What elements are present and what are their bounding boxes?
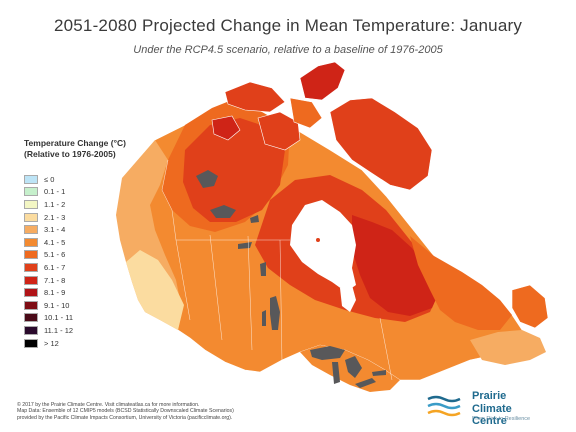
legend-item: 9.1 - 10 [24,299,126,312]
legend-item: 5.1 - 6 [24,249,126,262]
lake-huron [345,356,362,378]
lake-superior [310,346,345,360]
lake-winnipegosis [262,310,266,326]
legend-label: 6.1 - 7 [44,262,66,272]
legend-label: 2.1 - 3 [44,212,66,222]
legend-swatch [24,225,38,235]
central-warm-region [183,118,285,222]
legend-swatch [24,174,38,184]
legend-item: ≤ 0 [24,173,126,186]
legend-label: 0.1 - 1 [44,187,66,197]
map-subtitle: Under the RCP4.5 scenario, relative to a… [133,44,443,56]
legend-label: ≤ 0 [44,174,55,184]
legend-item: 4.1 - 5 [24,236,126,249]
logo-name: Prairie Climate Centre [472,390,512,427]
legend-swatch [24,325,38,335]
quebec-north-region [352,215,440,316]
newfoundland-region [511,284,549,329]
maritimes-region [470,330,546,365]
legend-label: 4.1 - 5 [44,237,66,247]
legend-item: 10.1 - 11 [24,312,126,325]
logo-tagline: From Risk to Resilience [472,416,531,422]
great-slave-lake [210,205,236,218]
lake-michigan [332,362,340,384]
provincial-borders [161,159,393,381]
legend-swatch [24,187,38,197]
credit-line: provided by the Pacific Climate Impacts … [17,414,233,421]
legend-label: 1.1 - 2 [44,199,66,209]
legend-item: 8.1 - 9 [24,286,126,299]
prairie-climate-centre-logo: Prairie Climate Centre From Risk to Resi… [426,390,546,427]
arctic-island-4 [211,115,241,141]
legend-swatch [24,199,38,209]
credits: © 2017 by the Prairie Climate Centre. Vi… [17,402,234,421]
map-title: 2051-2080 Projected Change in Mean Tempe… [53,16,523,35]
credit-line: Map Data: Ensemble of 12 CMIP5 models (B… [17,408,234,415]
legend-subtitle: (Relative to 1976-2005) [24,149,116,159]
legend-swatch [24,250,38,260]
labrador-region [410,236,512,330]
ellesmere-island [299,61,346,101]
legend-label: > 12 [44,338,59,348]
arctic-island-3 [289,97,323,129]
legend-items: ≤ 0 0.1 - 1 1.1 - 2 2.1 - 3 3.1 - 4 4.1 - 5 5.… [24,173,126,349]
legend-label: 8.1 - 9 [44,288,66,298]
legend-swatch [24,237,38,247]
legend: Temperature Change (°C) (Relative to 197… [24,138,126,349]
legend-item: > 12 [24,337,126,350]
legend-swatch [24,313,38,323]
arctic-island-2 [257,111,301,151]
legend-item: 3.1 - 4 [24,223,126,236]
legend-item: 11.1 - 12 [24,324,126,337]
legend-label: 7.1 - 8 [44,275,66,285]
legend-swatch [24,288,38,298]
legend-label: 10.1 - 11 [44,313,74,323]
logo-waves-icon [427,395,461,417]
legend-swatch [24,212,38,222]
lake-winnipeg [270,296,280,330]
lake-ontario [372,370,386,376]
legend-item: 1.1 - 2 [24,198,126,211]
dubawnt-lake [250,215,259,223]
arctic-island-1 [224,81,286,113]
legend-item: 0.1 - 1 [24,186,126,199]
legend-title: Temperature Change (°C) [24,138,126,148]
legend-label: 3.1 - 4 [44,225,66,235]
credit-line: © 2017 by the Prairie Climate Centre. Vi… [17,402,200,408]
legend-swatch [24,275,38,285]
legend-item: 7.1 - 8 [24,274,126,287]
legend-item: 6.1 - 7 [24,261,126,274]
legend-item: 2.1 - 3 [24,211,126,224]
lake-erie [355,378,376,388]
baffin-island [329,97,433,191]
legend-swatch [24,262,38,272]
hudson-island [316,238,320,242]
legend-swatch [24,300,38,310]
hudson-bay [290,200,356,292]
legend-label: 5.1 - 6 [44,250,66,260]
legend-swatch [24,338,38,348]
legend-label: 11.1 - 12 [44,325,74,335]
reindeer-lake [260,262,266,276]
south-bc-region [126,250,184,330]
great-bear-lake [196,170,218,188]
legend-label: 9.1 - 10 [44,300,70,310]
james-bay [340,285,356,312]
